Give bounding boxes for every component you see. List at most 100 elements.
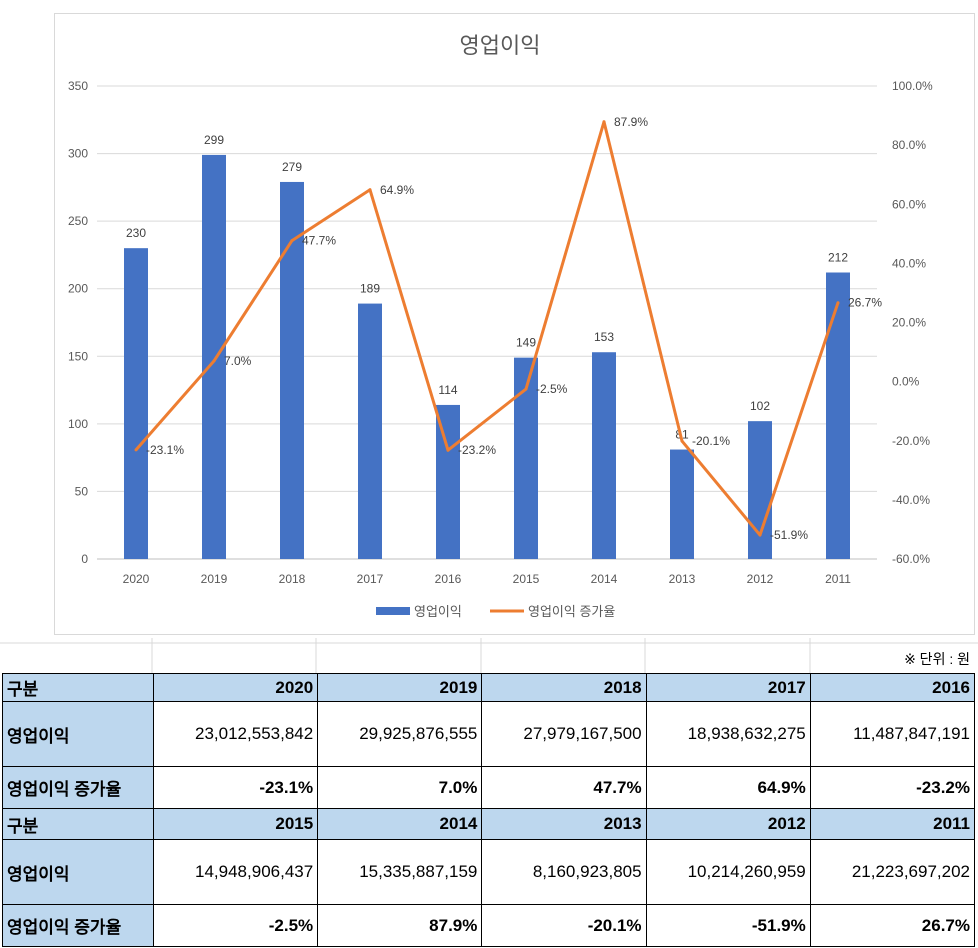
bar-value-label: 114	[438, 383, 457, 397]
value-cell: -20.1%	[481, 904, 647, 947]
bar-value-label: 153	[594, 330, 614, 344]
y2-tick-label: 60.0%	[892, 197, 926, 211]
bar-2012[interactable]	[748, 421, 772, 559]
bar-value-label: 230	[126, 226, 146, 240]
header-label-cell: 구분	[2, 808, 154, 840]
legend-label: 영업이익 증가율	[528, 604, 615, 619]
growth-rate-point	[602, 120, 606, 124]
value-cell: 47.7%	[481, 766, 647, 809]
x-tick-label: 2020	[123, 572, 150, 586]
x-tick-label: 2011	[825, 572, 851, 586]
growth-rate-point	[680, 439, 684, 443]
bar-2014[interactable]	[592, 352, 616, 559]
line-value-label: 26.7%	[848, 296, 882, 310]
bar-2016[interactable]	[436, 404, 460, 559]
x-tick-label: 2018	[279, 572, 306, 586]
growth-rate-point	[524, 387, 528, 391]
line-value-label: 7.0%	[224, 354, 252, 368]
chart-title: 영업이익	[460, 33, 541, 58]
y-tick-label: 250	[68, 214, 88, 228]
y2-tick-label: 20.0%	[892, 316, 926, 330]
growth-rate-point	[290, 239, 294, 243]
table-row: 영업이익 증가율 -2.5% 87.9% -20.1% -51.9% 26.7%	[2, 904, 976, 947]
row-label-cell: 영업이익	[2, 701, 154, 767]
x-tick-label: 2016	[435, 572, 462, 586]
growth-rate-line[interactable]	[134, 120, 840, 537]
value-cell: 23,012,553,842	[152, 701, 319, 767]
unit-note: ※ 단위 : 원	[904, 651, 970, 667]
bar-value-label: 149	[516, 336, 536, 350]
table-row: 영업이익 23,012,553,842 29,925,876,555 27,979,1…	[2, 701, 976, 767]
y2-tick-label: 100.0%	[892, 79, 933, 93]
year-header-cell: 2012	[645, 808, 811, 840]
value-cell: 10,214,260,959	[645, 839, 811, 905]
y2-tick-label: -40.0%	[892, 493, 930, 507]
y-tick-label: 100	[68, 417, 88, 431]
value-cell: 14,948,906,437	[152, 839, 319, 905]
y-tick-label: 50	[75, 484, 89, 498]
bar-value-label: 102	[750, 399, 770, 413]
row-label-cell: 영업이익 증가율	[2, 766, 154, 809]
value-cell: 27,979,167,500	[481, 701, 647, 767]
x-tick-label: 2017	[357, 572, 384, 586]
year-header-cell: 2011	[809, 808, 976, 840]
row-label-cell: 영업이익 증가율	[2, 904, 154, 947]
value-cell: 18,938,632,275	[645, 701, 811, 767]
x-tick-label: 2015	[513, 572, 540, 586]
value-cell: 21,223,697,202	[809, 839, 976, 905]
value-cell: -23.1%	[152, 766, 319, 809]
bar-2018[interactable]	[280, 181, 304, 560]
y2-tick-label: 0.0%	[892, 375, 920, 389]
y2-tick-label: 80.0%	[892, 138, 926, 152]
x-tick-label: 2019	[201, 572, 228, 586]
year-header-cell: 2019	[317, 673, 483, 702]
bar-2017[interactable]	[358, 303, 382, 559]
bar-value-label: 279	[282, 160, 302, 174]
year-header-cell: 2018	[481, 673, 647, 702]
y2-tick-label: -60.0%	[892, 552, 930, 566]
year-header-cell: 2016	[809, 673, 976, 702]
growth-rate-point	[446, 448, 450, 452]
growth-rate-point	[212, 359, 216, 363]
bar-2011[interactable]	[826, 272, 850, 559]
x-tick-label: 2013	[669, 572, 696, 586]
y-tick-label: 350	[68, 79, 88, 93]
value-cell: 29,925,876,555	[317, 701, 483, 767]
value-cell: -2.5%	[152, 904, 319, 947]
data-table: 구분 2020 2019 2018 2017 2016 영업이익 23,012,553,842…	[2, 673, 976, 947]
table-row: 영업이익 14,948,906,437 15,335,887,159 8,160,92…	[2, 839, 976, 905]
line-value-label: -23.1%	[146, 443, 184, 457]
growth-rate-point	[836, 301, 840, 305]
chart-legend: 영업이익 영업이익 증가율	[376, 604, 615, 619]
line-value-label: -23.2%	[458, 443, 496, 457]
x-tick-label: 2014	[591, 572, 618, 586]
value-cell: -51.9%	[645, 904, 811, 947]
table-row: 영업이익 증가율 -23.1% 7.0% 47.7% 64.9% -23.2%	[2, 766, 976, 809]
bar-2015[interactable]	[514, 357, 538, 559]
bar-2020[interactable]	[124, 248, 148, 559]
value-cell: 64.9%	[645, 766, 811, 809]
value-cell: 8,160,923,805	[481, 839, 647, 905]
bar-2019[interactable]	[202, 154, 226, 559]
combo-chart: 영업이익 0 50 100 150 200 250 300 350 -60.0% -40.0% -…	[68, 33, 933, 619]
year-header-cell: 2014	[317, 808, 483, 840]
year-header-cell: 2020	[152, 673, 319, 702]
row-label-cell: 영업이익	[2, 839, 154, 905]
line-value-label: 47.7%	[302, 234, 336, 248]
line-value-label: 64.9%	[380, 183, 414, 197]
y-tick-label: 0	[81, 552, 88, 566]
y2-tick-label: 40.0%	[892, 256, 926, 270]
y-tick-label: 300	[68, 147, 88, 161]
bar-value-label: 189	[360, 282, 380, 296]
table-header-row: 구분 2020 2019 2018 2017 2016	[2, 673, 976, 702]
growth-rate-point	[134, 448, 138, 452]
table-header-row: 구분 2015 2014 2013 2012 2011	[2, 808, 976, 840]
line-value-label: -51.9%	[770, 528, 808, 542]
legend-label: 영업이익	[414, 604, 462, 619]
bar-2013[interactable]	[670, 449, 694, 559]
year-header-cell: 2017	[645, 673, 811, 702]
x-tick-label: 2012	[747, 572, 774, 586]
value-cell: 15,335,887,159	[317, 839, 483, 905]
growth-rate-point	[758, 533, 762, 537]
